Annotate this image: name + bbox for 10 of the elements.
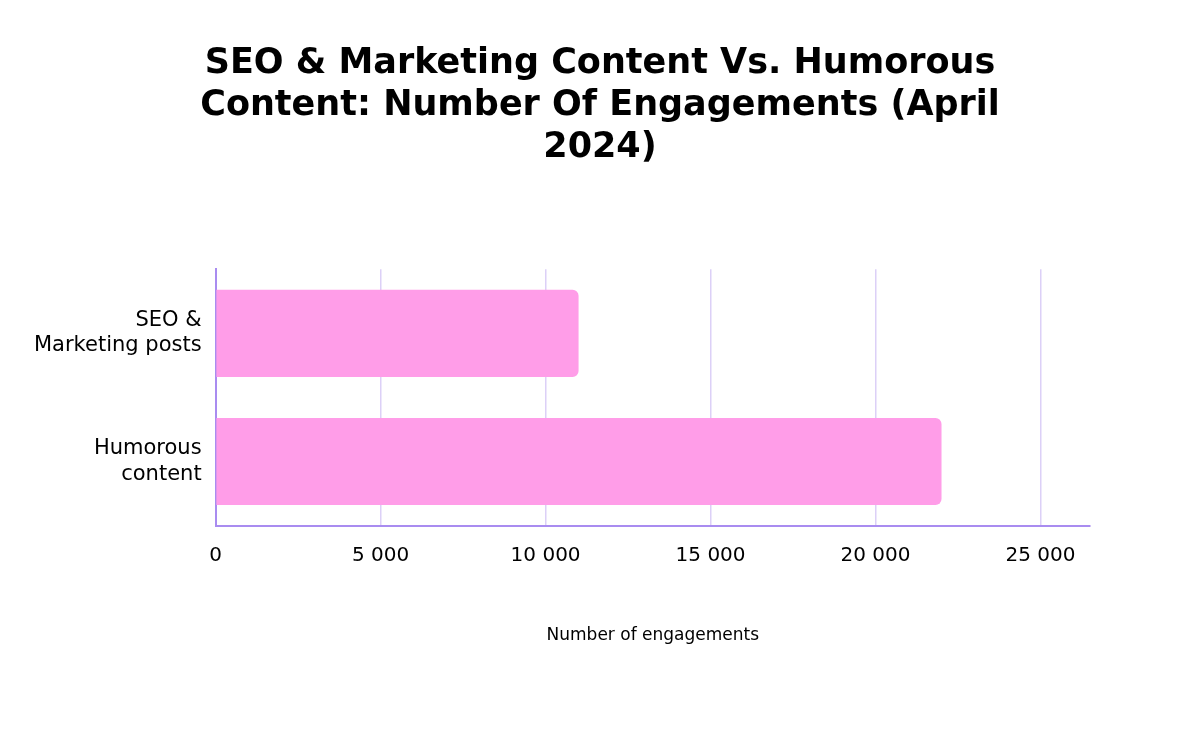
x-tick-label: 0	[209, 541, 222, 566]
x-tick-label: 10 000	[510, 541, 581, 566]
x-tick-label: 15 000	[675, 541, 746, 566]
y-tick-label: Humorous content	[93, 435, 202, 485]
x-tick-label: 5 000	[351, 541, 410, 566]
chart-title: SEO & Marketing Content Vs. Humorous Content: Number Of Engagements (April 2024)	[200, 40, 1000, 166]
x-tick-label: 20 000	[840, 541, 911, 566]
x-axis-title: Number of engagements	[546, 624, 760, 645]
y-tick-label: SEO & Marketing posts	[33, 307, 202, 357]
x-tick-label: 25 000	[1005, 541, 1076, 566]
